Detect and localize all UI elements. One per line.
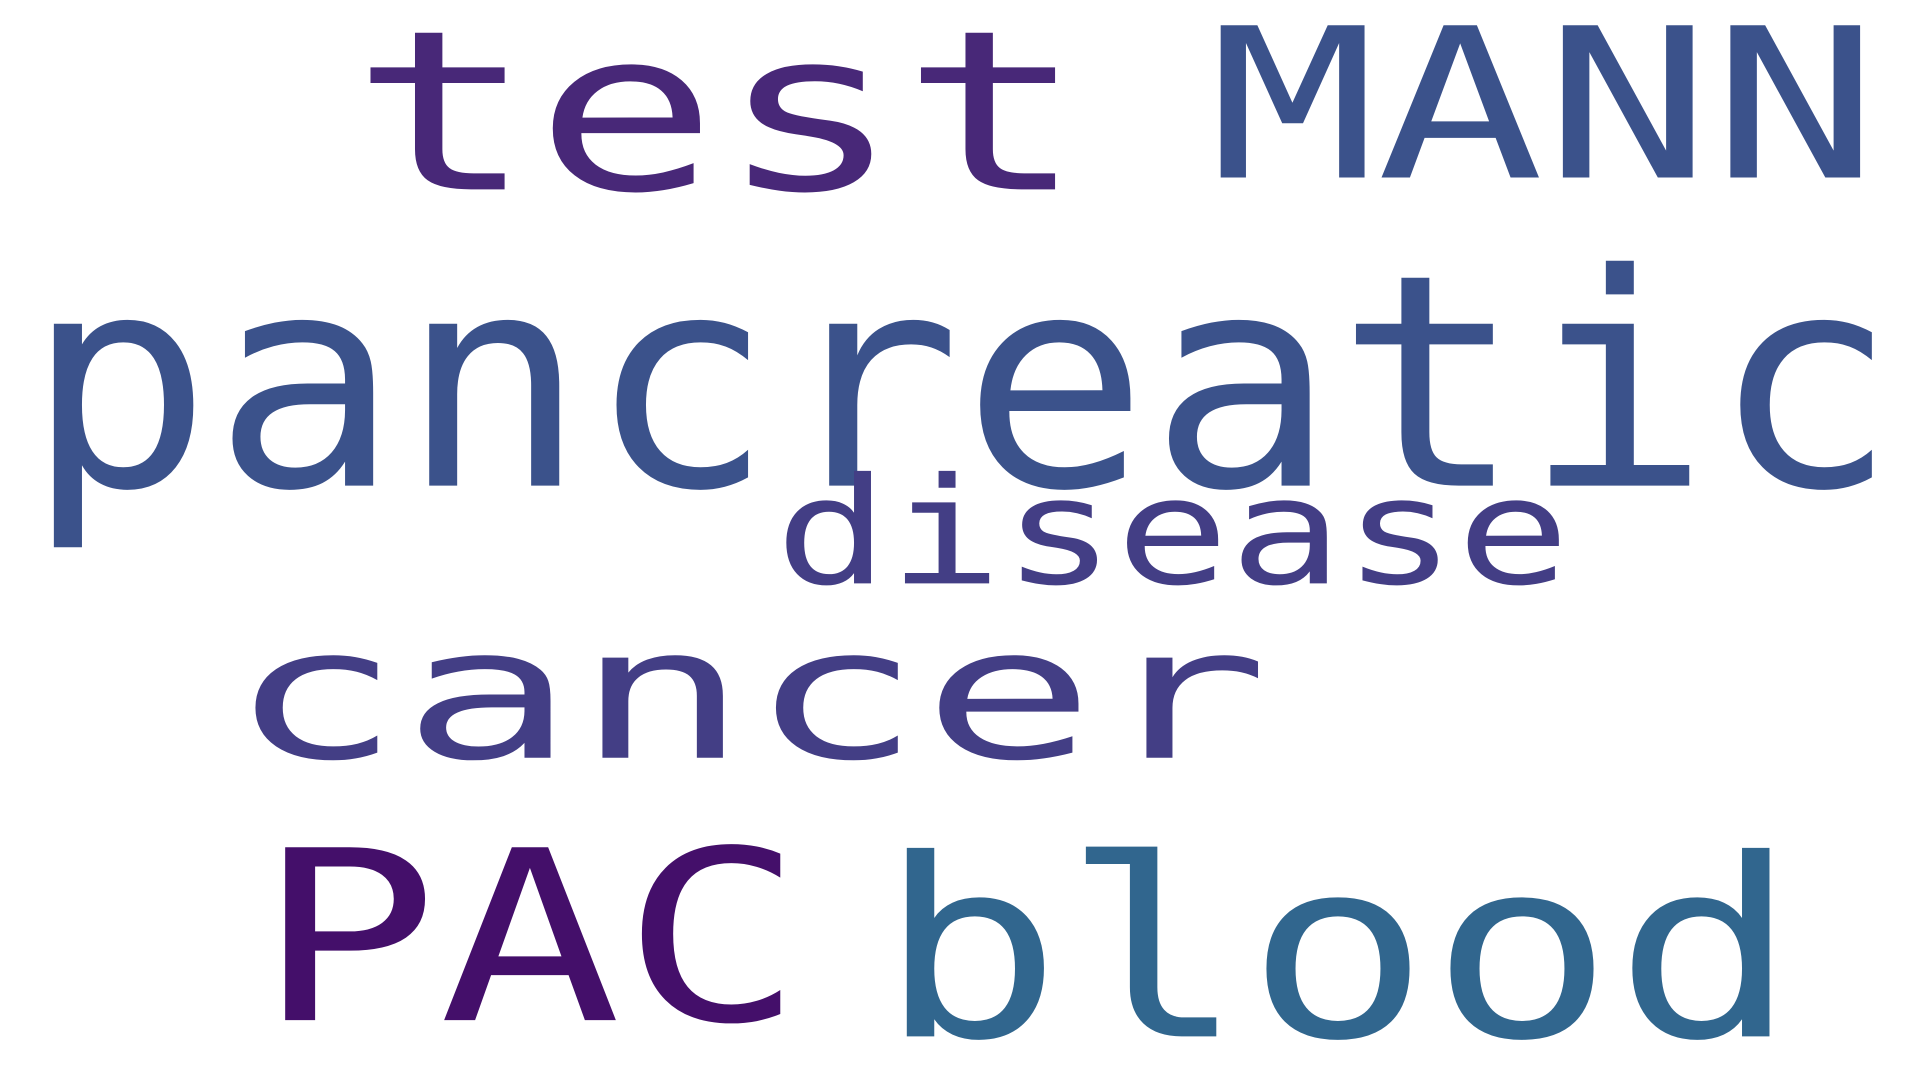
word-blood: blood xyxy=(878,805,1798,1080)
word-disease: disease xyxy=(775,445,1570,619)
word-test: test xyxy=(351,0,1085,243)
word-mann: MANN xyxy=(1209,0,1879,228)
word-cancer: cancer xyxy=(228,587,1269,802)
word-pancreatic: pancreatic xyxy=(25,210,1898,557)
word-pac: PAC xyxy=(256,799,804,1077)
